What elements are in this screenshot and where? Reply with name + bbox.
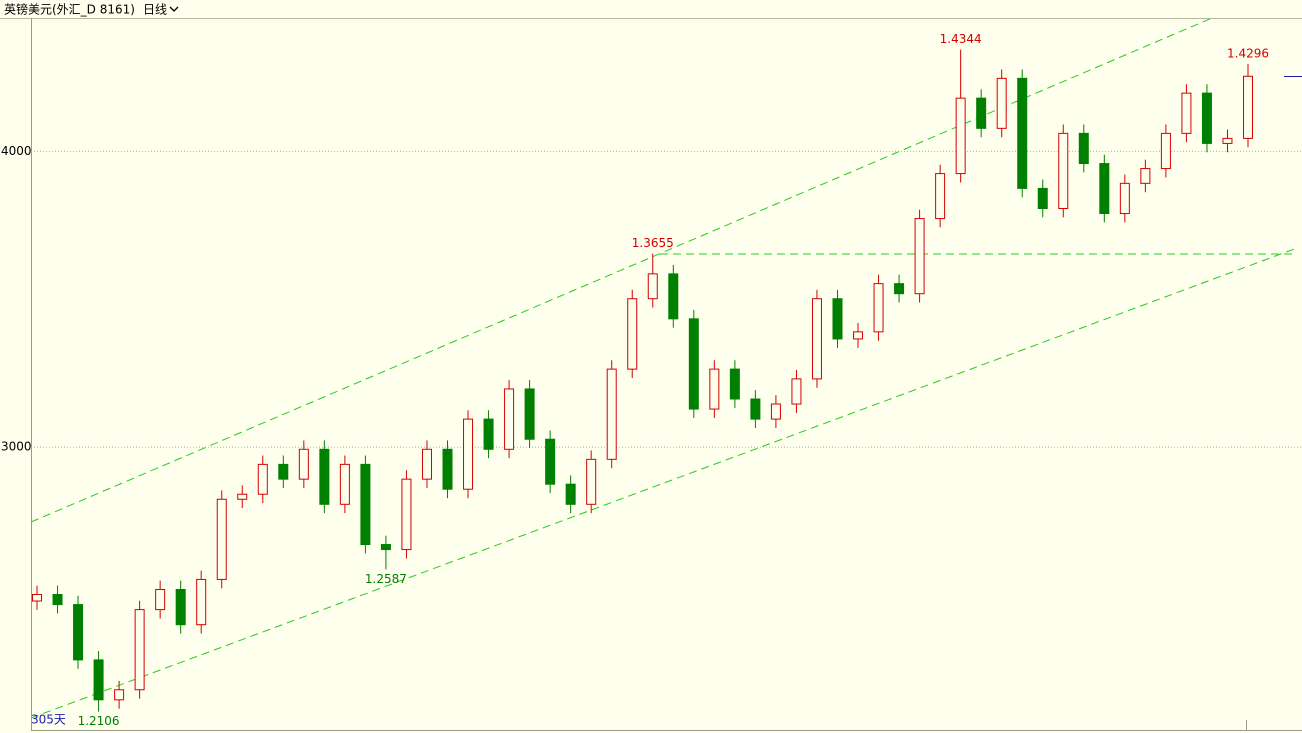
candle-body — [442, 448, 453, 490]
candle-body — [401, 478, 412, 551]
upper-channel — [30, 17, 1213, 523]
candle-body — [237, 493, 248, 500]
price-annotation: 1.3655 — [632, 236, 674, 250]
candle-body — [134, 609, 145, 691]
candle-body — [1099, 163, 1110, 215]
candle-body — [1140, 168, 1151, 184]
chart-title: 英镑美元(外汇_D 8161) — [4, 2, 135, 17]
candle-body — [853, 331, 864, 340]
candle-body — [380, 544, 391, 551]
candle-body — [770, 403, 781, 420]
candle-body — [1058, 132, 1069, 209]
candle-body — [832, 298, 843, 340]
candle-body — [1222, 137, 1233, 144]
candle-body — [1119, 182, 1130, 215]
candle-body — [914, 218, 925, 295]
candle-body — [339, 463, 350, 505]
candle-body — [791, 378, 802, 405]
price-annotation: 1.4296 — [1227, 46, 1269, 60]
channel-lines — [30, 17, 1298, 719]
y-tick-label: 3000 — [1, 440, 32, 454]
candle-body — [935, 173, 946, 220]
candle-body — [524, 388, 535, 440]
candle-body — [894, 283, 905, 295]
candle-body — [483, 418, 494, 450]
candle-body — [996, 77, 1007, 129]
candle-body — [463, 418, 474, 490]
candle-body — [421, 448, 432, 480]
candle-body — [688, 318, 699, 410]
candle-body — [873, 283, 884, 333]
candle-body — [709, 368, 720, 410]
candle-body — [52, 594, 63, 606]
candle-body — [155, 588, 166, 611]
candle-body — [504, 388, 515, 450]
candle-body — [606, 368, 617, 460]
candle-body — [545, 438, 556, 485]
candle-body — [750, 398, 761, 420]
price-annotation: 1.4344 — [940, 32, 982, 46]
candle-body — [586, 458, 597, 505]
period-count: 305天 — [31, 713, 66, 727]
candle-body — [257, 463, 268, 495]
candle-body — [175, 588, 186, 626]
candle-body — [1243, 75, 1253, 139]
candle-body — [73, 604, 84, 661]
candle-body — [360, 463, 371, 546]
candle-body — [1181, 92, 1192, 134]
candle-body — [278, 463, 289, 480]
candle-body — [216, 498, 227, 580]
candle-body — [1160, 132, 1171, 170]
candle-body — [1201, 92, 1212, 144]
candle-body — [1017, 77, 1028, 189]
candle-body — [1078, 132, 1089, 165]
candle-body — [647, 273, 658, 300]
candle-body — [811, 298, 822, 380]
candle-body — [32, 594, 42, 602]
price-annotation: 1.2587 — [365, 572, 407, 586]
dropdown-chevron[interactable] — [169, 6, 179, 12]
candle-body — [955, 97, 966, 175]
candle-body — [729, 368, 740, 400]
candle-body — [114, 689, 125, 701]
candle-body — [196, 578, 207, 626]
y-tick-label: 4000 — [1, 144, 32, 158]
candle-body — [668, 273, 679, 320]
lower-channel — [30, 247, 1298, 719]
candle-body — [565, 483, 576, 505]
candle-body — [627, 298, 638, 370]
candle-body — [298, 448, 309, 480]
candle-body — [976, 97, 987, 129]
candle-body — [319, 448, 330, 505]
candle-body — [93, 659, 104, 701]
price-annotation: 1.2106 — [78, 714, 120, 728]
candle-body — [1037, 187, 1048, 209]
period-selector[interactable]: 日线 — [143, 3, 167, 17]
